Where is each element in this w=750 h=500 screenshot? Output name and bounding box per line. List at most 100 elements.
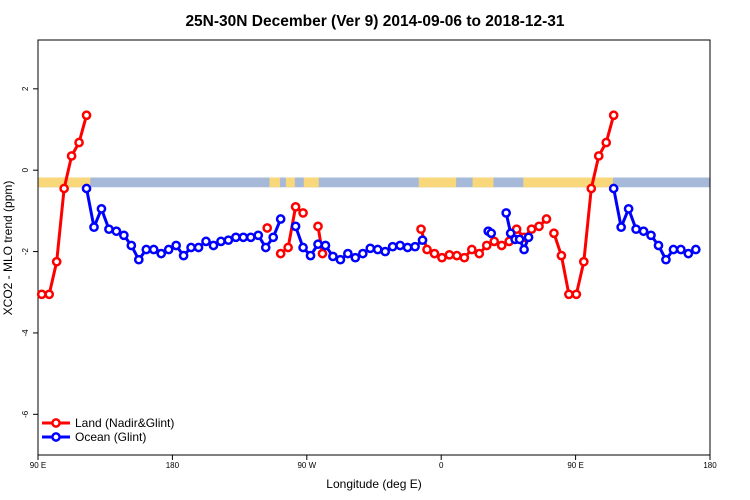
legend-label: Land (Nadir&Glint) <box>75 416 174 430</box>
data-point <box>343 248 353 259</box>
data-point <box>81 183 92 194</box>
plot-frame <box>37 39 711 456</box>
data-point <box>683 248 694 259</box>
data-point <box>178 250 189 261</box>
data-point <box>593 151 604 161</box>
data-point <box>216 236 226 247</box>
data-point <box>372 244 383 255</box>
data-point <box>519 244 529 255</box>
y-tick-label: -6 <box>21 410 30 418</box>
data-point <box>51 256 62 267</box>
data-point <box>690 244 701 255</box>
data-point <box>163 244 174 255</box>
data-point <box>505 228 516 239</box>
data-point <box>653 240 664 251</box>
data-point <box>417 235 428 246</box>
data-point <box>616 222 626 233</box>
data-point <box>571 289 582 300</box>
data-point <box>275 214 286 224</box>
data-point <box>501 208 512 218</box>
data-point <box>395 240 405 251</box>
data-point <box>586 183 597 194</box>
data-point <box>452 250 462 261</box>
data-point <box>387 241 398 252</box>
data-point <box>313 221 323 232</box>
data-point <box>89 222 99 233</box>
data-point <box>608 110 619 121</box>
data-point <box>268 232 279 243</box>
land-strip-segment <box>269 177 280 188</box>
data-point <box>523 232 534 243</box>
data-point <box>422 244 432 255</box>
data-point <box>631 224 641 235</box>
data-point <box>661 254 671 265</box>
data-point <box>186 242 196 253</box>
series-ocean-glint- <box>81 183 701 265</box>
y-tick-label: 0 <box>21 167 30 172</box>
data-point <box>416 224 426 235</box>
data-point <box>171 240 181 251</box>
data-point <box>564 289 574 300</box>
data-point <box>81 110 92 121</box>
legend: Land (Nadir&Glint)Ocean (Glint) <box>42 416 174 444</box>
data-point <box>578 256 589 267</box>
data-point <box>549 228 559 239</box>
series-line <box>85 188 283 262</box>
data-point <box>534 221 544 232</box>
data-point <box>238 232 249 243</box>
data-point <box>275 248 286 259</box>
data-point <box>365 243 376 254</box>
data-point <box>262 223 273 233</box>
data-point <box>320 240 331 251</box>
data-point <box>59 183 69 194</box>
ocean-strip <box>38 177 710 188</box>
x-tick-label: 180 <box>703 461 717 470</box>
x-axis: 90 E 180 90 W 0 90 E 180 <box>30 455 717 470</box>
data-point <box>459 252 470 263</box>
data-point <box>313 239 323 250</box>
x-tick-label: 90 W <box>297 461 316 470</box>
land-strip-segment <box>285 177 295 188</box>
data-point <box>283 242 293 253</box>
series-layer <box>36 110 701 300</box>
data-point <box>201 236 211 247</box>
data-point <box>208 240 219 251</box>
data-point <box>437 252 447 263</box>
data-point <box>481 240 492 251</box>
data-point <box>466 244 477 255</box>
y-tick-label: 2 <box>21 86 30 91</box>
data-point <box>556 250 567 261</box>
series-land-nadir-glint- <box>36 110 619 300</box>
land-strip-segment <box>472 177 494 188</box>
land-ocean-strip <box>38 177 710 188</box>
data-point <box>290 221 301 232</box>
data-point <box>474 248 485 259</box>
data-point <box>623 203 634 214</box>
y-tick-label: -2 <box>21 247 30 255</box>
land-strip-segment <box>418 177 457 188</box>
data-point <box>357 248 368 259</box>
y-axis: 2 0 -2 -4 -6 <box>21 86 38 418</box>
data-point <box>260 242 271 253</box>
data-point <box>298 208 308 218</box>
land-strip-segment <box>523 177 613 188</box>
data-point <box>104 224 114 235</box>
data-point <box>119 230 129 241</box>
data-point <box>141 244 152 255</box>
data-point <box>608 183 619 194</box>
data-point <box>402 242 413 253</box>
data-point <box>486 228 497 239</box>
data-point <box>646 230 656 241</box>
data-point <box>638 226 649 237</box>
x-tick-label: 90 E <box>30 461 46 470</box>
data-point <box>444 249 455 260</box>
data-point <box>111 226 122 237</box>
data-point <box>676 244 686 255</box>
data-point <box>328 251 338 262</box>
x-axis-label: Longitude (deg E) <box>326 477 421 491</box>
data-point <box>526 224 537 235</box>
data-point <box>66 151 77 161</box>
data-point <box>245 232 256 243</box>
data-point <box>231 232 241 243</box>
